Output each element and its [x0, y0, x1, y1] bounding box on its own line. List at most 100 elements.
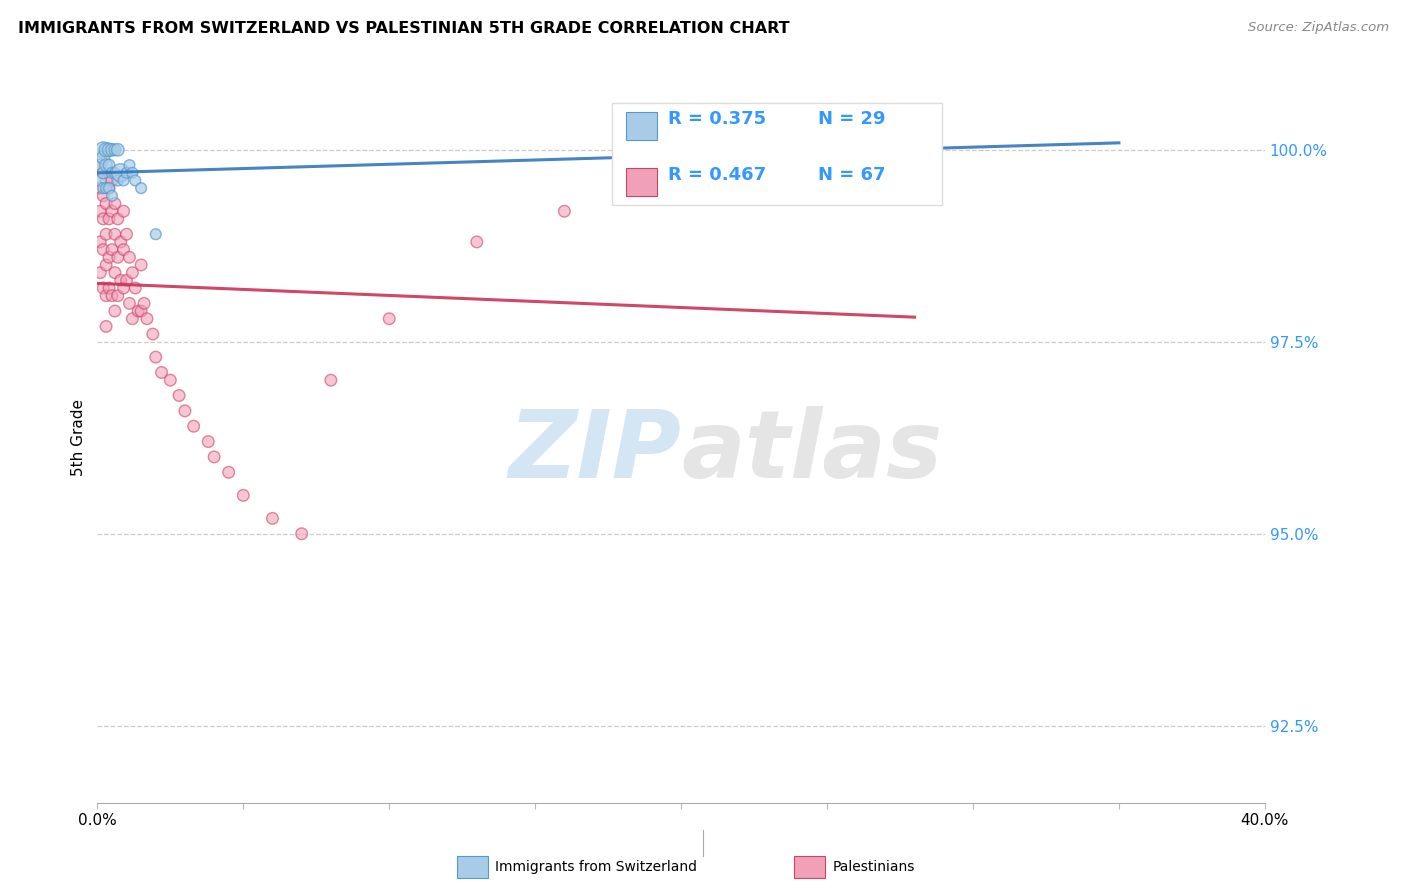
Text: N = 29: N = 29 — [818, 110, 886, 128]
Point — [94, 288, 117, 302]
Point — [91, 181, 114, 195]
Point — [101, 243, 124, 257]
Point — [112, 204, 135, 219]
Point — [94, 181, 117, 195]
Point — [132, 296, 155, 310]
Point — [94, 196, 117, 211]
Point — [91, 143, 114, 157]
Point — [115, 166, 138, 180]
Point — [136, 311, 159, 326]
Point — [110, 235, 132, 249]
Point — [107, 143, 129, 157]
Point — [104, 166, 127, 180]
Text: IMMIGRANTS FROM SWITZERLAND VS PALESTINIAN 5TH GRADE CORRELATION CHART: IMMIGRANTS FROM SWITZERLAND VS PALESTINI… — [18, 21, 790, 36]
Point — [101, 166, 124, 180]
Point — [101, 204, 124, 219]
Point — [112, 281, 135, 295]
Point — [101, 189, 124, 203]
Point — [378, 311, 401, 326]
Text: R = 0.375: R = 0.375 — [668, 110, 766, 128]
Point — [89, 235, 111, 249]
Point — [129, 304, 152, 318]
Point — [89, 158, 111, 172]
Point — [859, 143, 882, 157]
Point — [101, 288, 124, 302]
Point — [94, 173, 117, 187]
Point — [291, 526, 314, 541]
Point — [104, 196, 127, 211]
Point — [232, 488, 254, 502]
Point — [94, 319, 117, 334]
Y-axis label: 5th Grade: 5th Grade — [72, 400, 86, 476]
Point — [91, 281, 114, 295]
Point — [145, 350, 167, 364]
Point — [118, 158, 141, 172]
Point — [183, 419, 205, 434]
Point — [107, 250, 129, 264]
Point — [94, 158, 117, 172]
Point — [202, 450, 225, 464]
Point — [104, 266, 127, 280]
Point — [218, 465, 240, 479]
Point — [124, 281, 146, 295]
Point — [142, 327, 165, 342]
Point — [118, 296, 141, 310]
Point — [107, 288, 129, 302]
Point — [89, 181, 111, 195]
Point — [115, 273, 138, 287]
Point — [641, 158, 664, 172]
Point — [121, 266, 143, 280]
Point — [101, 143, 124, 157]
Point — [91, 243, 114, 257]
Point — [94, 227, 117, 242]
Point — [98, 250, 121, 264]
Point — [197, 434, 219, 449]
Text: N = 67: N = 67 — [818, 166, 886, 184]
Point — [89, 158, 111, 172]
Point — [118, 250, 141, 264]
Point — [104, 304, 127, 318]
Point — [94, 258, 117, 272]
Point — [121, 166, 143, 180]
Point — [98, 143, 121, 157]
Point — [98, 158, 121, 172]
Point — [107, 211, 129, 226]
Text: Palestinians: Palestinians — [832, 860, 915, 874]
Point — [465, 235, 488, 249]
Point — [150, 366, 173, 380]
Text: R = 0.467: R = 0.467 — [668, 166, 766, 184]
Point — [124, 173, 146, 187]
Point — [91, 166, 114, 180]
Point — [112, 173, 135, 187]
Point — [127, 304, 149, 318]
Text: Immigrants from Switzerland: Immigrants from Switzerland — [495, 860, 697, 874]
Point — [115, 227, 138, 242]
Text: Source: ZipAtlas.com: Source: ZipAtlas.com — [1249, 21, 1389, 34]
Point — [89, 266, 111, 280]
Point — [728, 143, 751, 157]
Point — [110, 166, 132, 180]
Point — [98, 181, 121, 195]
Point — [121, 311, 143, 326]
Point — [174, 404, 197, 418]
Point — [159, 373, 181, 387]
Point — [129, 181, 152, 195]
Text: atlas: atlas — [681, 407, 942, 499]
Point — [91, 166, 114, 180]
Point — [94, 143, 117, 157]
Text: ZIP: ZIP — [508, 407, 681, 499]
Point — [145, 227, 167, 242]
Point — [110, 273, 132, 287]
Point — [167, 388, 190, 402]
Point — [98, 281, 121, 295]
Point — [107, 173, 129, 187]
Point — [104, 143, 127, 157]
Point — [101, 173, 124, 187]
Point — [89, 204, 111, 219]
Point — [104, 227, 127, 242]
Point — [553, 204, 575, 219]
Point — [91, 189, 114, 203]
Point — [262, 511, 284, 525]
Point — [98, 211, 121, 226]
Point — [669, 143, 692, 157]
